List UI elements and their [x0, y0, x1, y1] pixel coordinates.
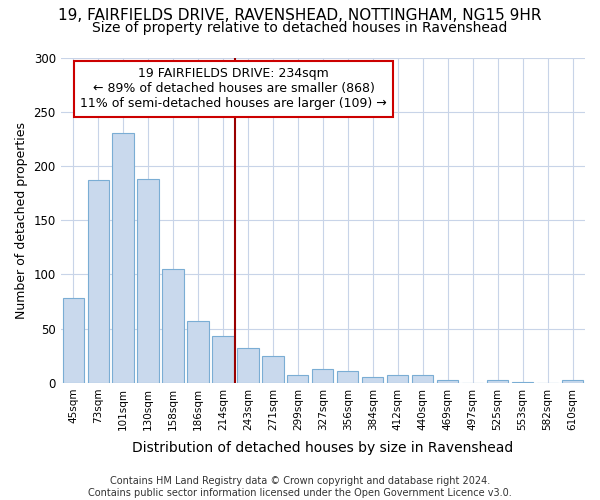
Bar	[187, 321, 209, 383]
Bar	[362, 378, 383, 383]
Bar	[312, 369, 334, 383]
X-axis label: Distribution of detached houses by size in Ravenshead: Distribution of detached houses by size …	[132, 441, 514, 455]
Bar	[487, 380, 508, 383]
Bar	[262, 356, 284, 383]
Bar	[437, 380, 458, 383]
Bar	[287, 376, 308, 383]
Bar	[412, 376, 433, 383]
Bar	[163, 269, 184, 383]
Bar	[238, 348, 259, 383]
Bar	[387, 376, 409, 383]
Bar	[212, 336, 233, 383]
Text: 19, FAIRFIELDS DRIVE, RAVENSHEAD, NOTTINGHAM, NG15 9HR: 19, FAIRFIELDS DRIVE, RAVENSHEAD, NOTTIN…	[58, 8, 542, 22]
Bar	[62, 298, 84, 383]
Bar	[512, 382, 533, 383]
Bar	[137, 179, 158, 383]
Bar	[562, 380, 583, 383]
Bar	[112, 134, 134, 383]
Text: Size of property relative to detached houses in Ravenshead: Size of property relative to detached ho…	[92, 21, 508, 35]
Bar	[337, 371, 358, 383]
Y-axis label: Number of detached properties: Number of detached properties	[15, 122, 28, 318]
Text: 19 FAIRFIELDS DRIVE: 234sqm
← 89% of detached houses are smaller (868)
11% of se: 19 FAIRFIELDS DRIVE: 234sqm ← 89% of det…	[80, 68, 387, 110]
Bar	[88, 180, 109, 383]
Text: Contains HM Land Registry data © Crown copyright and database right 2024.
Contai: Contains HM Land Registry data © Crown c…	[88, 476, 512, 498]
